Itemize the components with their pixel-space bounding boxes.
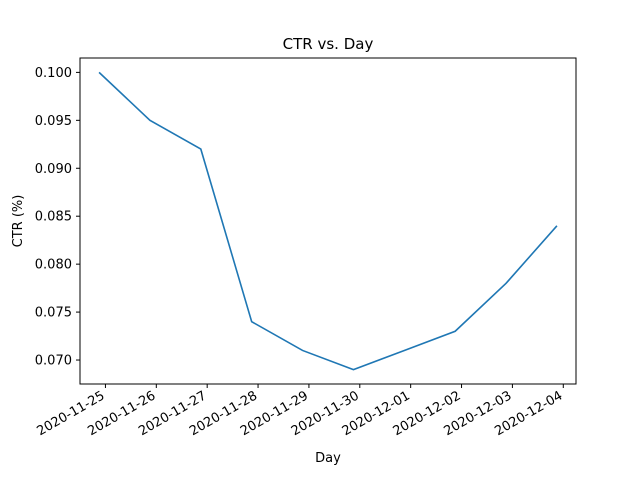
x-axis-ticks: 2020-11-252020-11-262020-11-272020-11-28… [34, 384, 565, 439]
y-tick-label-2: 0.080 [35, 258, 72, 273]
y-tick-label-1: 0.075 [35, 306, 72, 321]
y-axis-ticks: 0.070 0.075 0.080 0.085 0.090 0.095 0.100 [35, 66, 80, 369]
y-tick-label-0: 0.070 [35, 354, 72, 369]
series-line-ctr [98, 71, 558, 371]
chart-title: CTR vs. Day [283, 35, 374, 53]
x-axis-label: Day [315, 451, 341, 466]
y-tick-label-3: 0.085 [35, 210, 72, 225]
y-axis-label: CTR (%) [11, 195, 26, 248]
y-tick-label-4: 0.090 [35, 162, 72, 177]
y-tick-label-5: 0.095 [35, 114, 72, 129]
y-tick-label-6: 0.100 [35, 66, 72, 81]
plot-frame [79, 57, 577, 385]
